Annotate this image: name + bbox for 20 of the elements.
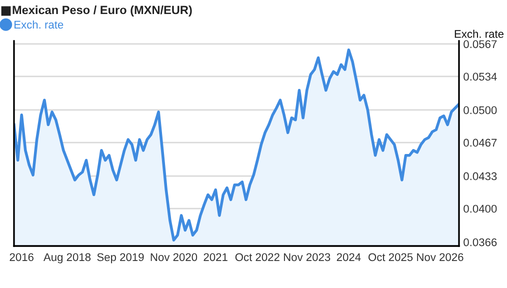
y-tick-label: 0.0567: [464, 40, 497, 48]
x-tick-label: 2024: [336, 253, 361, 262]
x-tick-label: Oct 2025: [368, 253, 413, 262]
x-tick-label: 2016: [10, 253, 34, 262]
y-tick-label: 0.0400: [464, 204, 497, 213]
y-tick-label: 0.0467: [464, 138, 497, 147]
x-tick-label: Oct 2022: [235, 253, 280, 262]
y-axis-title: Exch. rate: [454, 30, 504, 38]
x-tick-label: Sep 2019: [97, 253, 144, 264]
x-tick-label: Nov 2020: [150, 253, 198, 262]
legend-label: Exch. rate: [14, 20, 64, 29]
y-tick-label: 0.0500: [464, 106, 497, 114]
y-tick-label: 0.0534: [464, 72, 497, 81]
x-tick-label: 2021: [204, 253, 228, 262]
x-tick-label: Nov 2023: [284, 253, 330, 262]
x-tick-label: Aug 2018: [43, 253, 91, 264]
y-tick-label: 0.0366: [464, 238, 497, 246]
x-tick-label: Nov 2026: [417, 253, 464, 262]
y-tick-label: 0.0433: [464, 172, 497, 180]
chart-title: Mexican Peso / Euro (MXN/EUR): [12, 6, 192, 16]
